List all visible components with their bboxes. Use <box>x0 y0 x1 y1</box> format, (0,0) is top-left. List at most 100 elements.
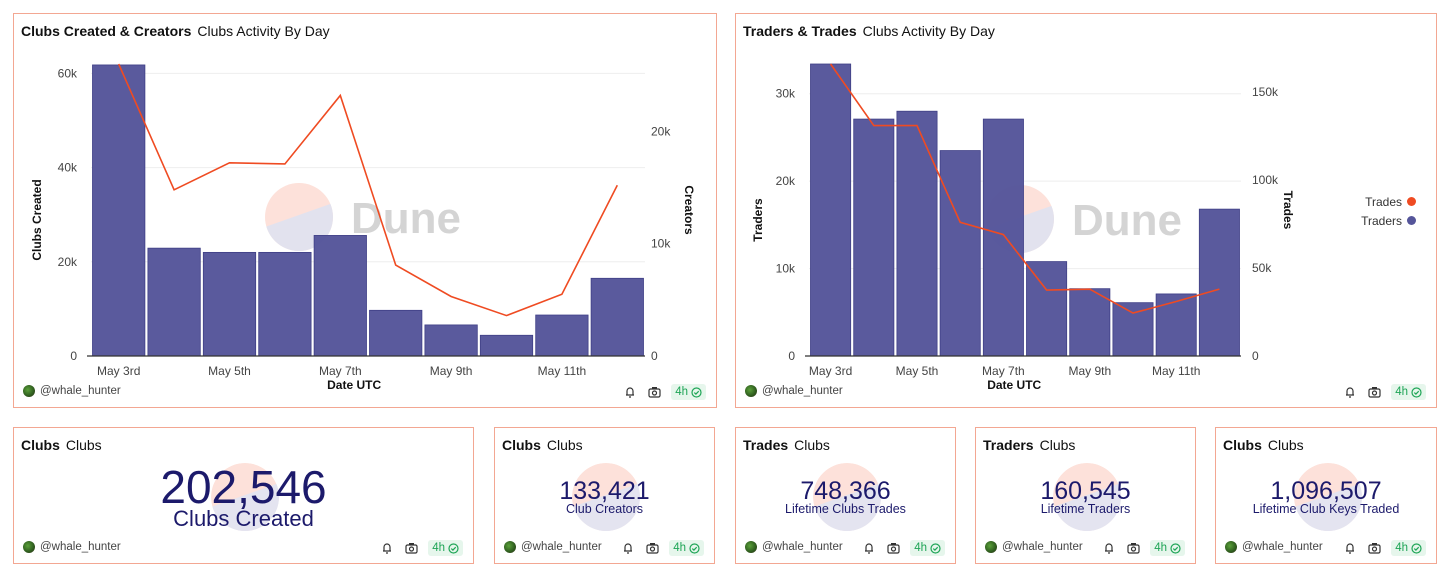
counter-title-main[interactable]: Clubs <box>1223 437 1262 453</box>
counter-title-query[interactable]: Clubs <box>1039 437 1076 453</box>
counter-title-query[interactable]: Clubs <box>65 437 102 453</box>
check-circle-icon <box>930 542 941 554</box>
bar-may-5th <box>202 251 257 357</box>
camera-icon[interactable] <box>886 541 900 555</box>
y2-tick-label: 0 <box>651 349 658 363</box>
author[interactable]: @whale_hunter <box>23 385 121 397</box>
alert-bell-icon[interactable] <box>1343 385 1357 399</box>
chart-title: Traders & Trades Clubs Activity By Day <box>743 23 995 39</box>
y-tick-label: 0 <box>788 349 795 363</box>
author[interactable]: @whale_hunter <box>745 541 843 553</box>
bar-may-12th <box>590 277 644 357</box>
counter-title-main[interactable]: Clubs <box>502 437 541 453</box>
dune-watermark-text: Dune <box>1072 196 1182 245</box>
author[interactable]: @whale_hunter <box>985 541 1083 553</box>
counter-title-query[interactable]: Clubs <box>794 437 830 453</box>
line-creators <box>117 63 619 317</box>
counter-card-3: Traders Clubs 160,545 Lifetime Traders @w… <box>975 427 1196 564</box>
x-tick-label: May 3rd <box>809 364 852 378</box>
camera-icon[interactable] <box>1126 541 1140 555</box>
x-tick-label: May 9th <box>430 364 473 378</box>
counter-title-main[interactable]: Trades <box>743 437 789 453</box>
bar-may-8th <box>369 309 423 357</box>
dune-logo-watermark <box>1053 463 1121 531</box>
legend-item-trades[interactable]: Trades <box>1361 192 1416 211</box>
counter-title-main[interactable]: Clubs <box>21 437 60 453</box>
chart-title-main[interactable]: Clubs Created & Creators <box>21 23 192 39</box>
card-actions: 4h <box>1343 540 1426 556</box>
y-tick-label: 10k <box>776 262 796 276</box>
alert-bell-icon[interactable] <box>621 541 635 555</box>
y2-tick-label: 20k <box>651 124 671 138</box>
x-tick-label: May 5th <box>896 364 939 378</box>
counter-value: 160,545 <box>1040 477 1131 505</box>
x-tick-label: May 3rd <box>97 364 140 378</box>
author-name: @whale_hunter <box>521 541 602 553</box>
y2-axis-title: Trades <box>1281 191 1295 230</box>
y-tick-label: 40k <box>58 161 78 175</box>
avatar <box>985 541 997 553</box>
bar-may-9th <box>424 324 478 357</box>
x-tick-label: May 5th <box>208 364 251 378</box>
check-circle-icon <box>448 542 459 554</box>
chart-title-main[interactable]: Traders & Trades <box>743 23 857 39</box>
bar-may-6th <box>258 251 312 357</box>
author-name: @whale_hunter <box>1002 541 1083 553</box>
legend-item-traders[interactable]: Traders <box>1361 211 1416 230</box>
y-tick-label: 60k <box>58 66 78 80</box>
refresh-badge[interactable]: 4h <box>1150 540 1185 556</box>
y2-tick-label: 0 <box>1252 349 1259 363</box>
y-tick-label: 20k <box>58 255 78 269</box>
check-circle-icon <box>691 386 702 398</box>
y-tick-label: 20k <box>776 174 796 188</box>
counter-card-2: Trades Clubs 748,366 Lifetime Clubs Trade… <box>735 427 956 564</box>
alert-bell-icon[interactable] <box>1343 541 1357 555</box>
counter-label: Lifetime Clubs Trades <box>785 502 906 516</box>
dune-logo-watermark <box>572 463 640 531</box>
camera-icon[interactable] <box>404 541 418 555</box>
camera-icon[interactable] <box>1367 385 1381 399</box>
alert-bell-icon[interactable] <box>862 541 876 555</box>
counter-title: Clubs Clubs <box>502 437 583 453</box>
camera-icon[interactable] <box>1367 541 1381 555</box>
refresh-badge[interactable]: 4h <box>669 540 704 556</box>
chart-title-query[interactable]: Clubs Activity By Day <box>197 23 330 39</box>
counter-title-main[interactable]: Traders <box>983 437 1034 453</box>
counter: 202,546 Clubs Created <box>14 464 473 530</box>
y-axis-title: Clubs Created <box>30 179 44 260</box>
y-tick-label: 30k <box>776 87 796 101</box>
y2-tick-label: 150k <box>1252 85 1279 99</box>
refresh-badge[interactable]: 4h <box>910 540 945 556</box>
author-name: @whale_hunter <box>762 385 843 397</box>
author[interactable]: @whale_hunter <box>745 385 843 397</box>
alert-bell-icon[interactable] <box>623 385 637 399</box>
author[interactable]: @whale_hunter <box>1225 541 1323 553</box>
author-name: @whale_hunter <box>40 385 121 397</box>
counter-value: 202,546 <box>160 461 327 513</box>
bar-may-7th <box>982 118 1024 357</box>
bar-may-7th <box>313 235 367 357</box>
refresh-badge[interactable]: 4h <box>428 540 463 556</box>
alert-bell-icon[interactable] <box>380 541 394 555</box>
avatar <box>23 541 35 553</box>
counter-title-query[interactable]: Clubs <box>1267 437 1304 453</box>
camera-icon[interactable] <box>645 541 659 555</box>
refresh-age: 4h <box>432 542 445 554</box>
bar-may-9th <box>1069 288 1111 357</box>
bar-may-10th <box>479 334 534 357</box>
counter-title-query[interactable]: Clubs <box>546 437 583 453</box>
alert-bell-icon[interactable] <box>1102 541 1116 555</box>
legend-label: Traders <box>1361 213 1402 228</box>
refresh-badge[interactable]: 4h <box>1391 384 1426 400</box>
avatar <box>745 385 757 397</box>
refresh-badge[interactable]: 4h <box>671 384 706 400</box>
check-circle-icon <box>1170 542 1181 554</box>
chart-title-query[interactable]: Clubs Activity By Day <box>862 23 995 39</box>
bar-may-6th <box>939 150 981 357</box>
author[interactable]: @whale_hunter <box>504 541 602 553</box>
bar-may-3rd <box>92 64 146 357</box>
refresh-badge[interactable]: 4h <box>1391 540 1426 556</box>
author[interactable]: @whale_hunter <box>23 541 121 553</box>
camera-icon[interactable] <box>647 385 661 399</box>
x-tick-label: May 7th <box>319 364 362 378</box>
